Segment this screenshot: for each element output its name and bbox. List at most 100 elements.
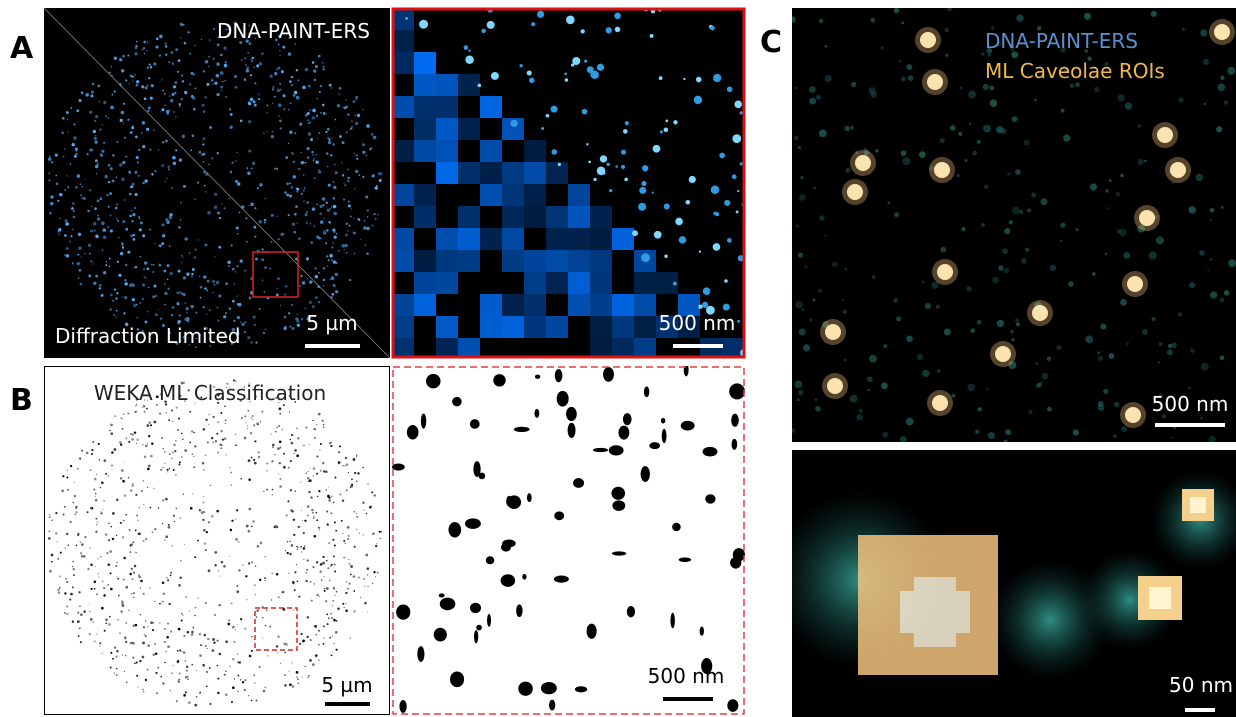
speck	[183, 24, 185, 26]
speck	[161, 79, 162, 80]
speck	[153, 63, 156, 66]
speck	[261, 411, 263, 413]
speck	[152, 629, 154, 631]
speck	[332, 228, 335, 231]
speck	[217, 421, 218, 422]
speck	[354, 546, 356, 548]
speck	[345, 609, 348, 612]
speck	[280, 446, 282, 448]
speck	[51, 561, 53, 563]
speck	[122, 245, 124, 247]
speck	[956, 605, 970, 619]
speck	[414, 96, 436, 118]
speck	[1009, 220, 1013, 224]
speck	[315, 275, 318, 278]
speck	[414, 118, 436, 140]
speck	[1189, 282, 1195, 288]
speck	[134, 207, 137, 210]
speck	[689, 176, 696, 183]
speck	[261, 258, 264, 261]
speck	[872, 577, 886, 591]
speck	[323, 218, 324, 219]
speck	[185, 237, 188, 240]
speck	[436, 96, 458, 118]
speck	[246, 69, 249, 72]
speck	[1220, 298, 1225, 303]
speck	[85, 178, 86, 179]
speck	[984, 185, 988, 189]
speck	[290, 439, 292, 441]
speck	[216, 93, 219, 96]
speck	[79, 458, 81, 460]
speck	[210, 485, 211, 486]
speck	[343, 557, 344, 558]
speck	[351, 120, 353, 122]
speck	[72, 586, 74, 588]
speck	[56, 183, 59, 186]
speck	[252, 520, 255, 523]
speck	[984, 647, 998, 661]
speck	[900, 535, 914, 549]
speck	[191, 430, 193, 432]
speck	[798, 146, 801, 149]
speck	[942, 563, 956, 577]
speck	[67, 489, 69, 491]
speck	[348, 535, 349, 536]
speck	[94, 137, 97, 140]
speck	[108, 181, 110, 183]
speck	[124, 637, 126, 639]
speck	[329, 84, 332, 87]
speck	[795, 301, 802, 308]
speck	[354, 511, 355, 512]
speck	[316, 519, 318, 521]
speck	[1105, 253, 1107, 255]
speck	[50, 195, 54, 199]
speck	[95, 518, 97, 520]
speck	[942, 661, 956, 675]
speck	[328, 499, 331, 502]
speck	[205, 419, 207, 421]
speck	[302, 640, 304, 642]
speck	[619, 426, 630, 440]
speck	[144, 261, 147, 264]
speck	[261, 248, 263, 250]
speck	[84, 253, 85, 254]
speck	[202, 161, 204, 163]
speck	[1027, 208, 1031, 212]
speck	[366, 567, 369, 570]
speck	[110, 167, 113, 170]
speck	[73, 502, 74, 503]
speck	[298, 238, 300, 240]
speck	[551, 106, 558, 113]
speck	[325, 600, 327, 602]
speck	[703, 447, 718, 457]
speck	[337, 608, 339, 610]
speck	[652, 192, 654, 194]
speck	[135, 494, 137, 496]
speck	[501, 574, 516, 587]
speck	[362, 501, 363, 502]
speck	[125, 264, 127, 266]
speck	[908, 75, 914, 81]
speck	[305, 580, 308, 583]
speck	[322, 197, 325, 200]
speck	[1117, 229, 1121, 233]
speck	[110, 106, 114, 110]
speck	[116, 534, 118, 536]
speck	[116, 203, 118, 205]
speck	[292, 152, 294, 154]
speck	[92, 263, 93, 264]
speck	[65, 222, 68, 225]
speck	[990, 99, 997, 106]
speck	[245, 422, 246, 423]
speck	[120, 119, 123, 122]
speck	[77, 176, 79, 178]
speck	[91, 94, 94, 97]
speck	[269, 268, 271, 270]
speck	[984, 605, 998, 619]
speck	[272, 446, 274, 448]
speck	[147, 85, 149, 87]
speck	[116, 316, 117, 317]
speck	[134, 53, 135, 54]
speck	[275, 167, 277, 169]
